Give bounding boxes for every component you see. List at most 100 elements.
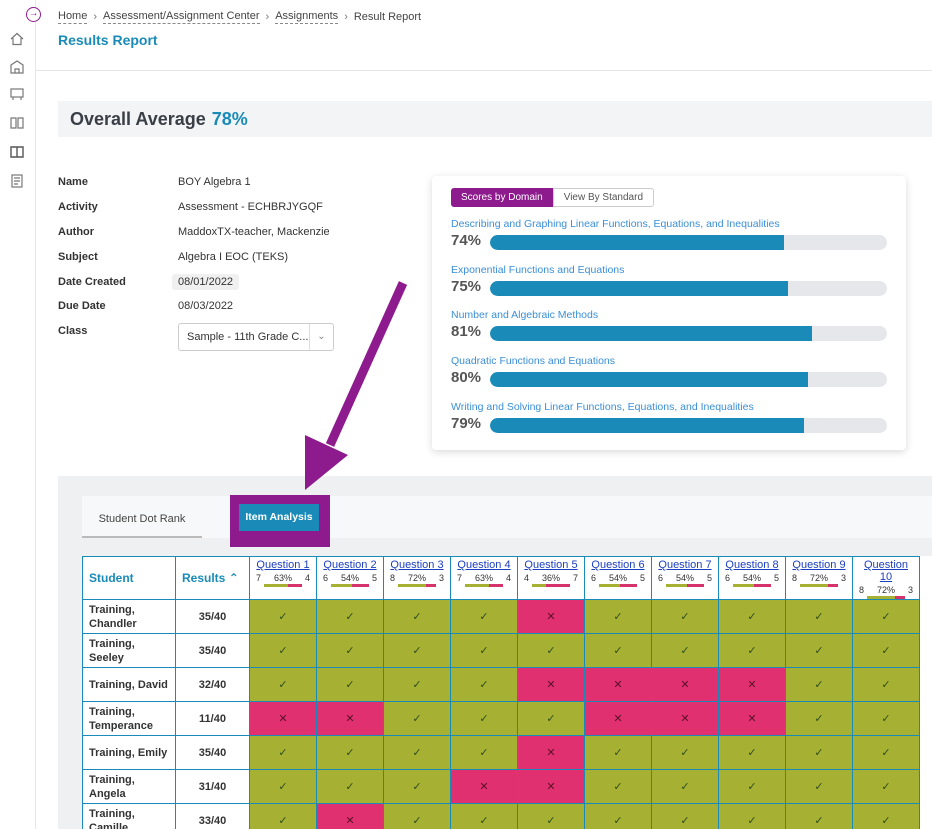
correct-cell[interactable]: ✓	[316, 667, 384, 702]
correct-cell[interactable]: ✓	[517, 701, 585, 736]
correct-cell[interactable]: ✓	[383, 701, 451, 736]
incorrect-cell[interactable]: ✕	[651, 667, 719, 702]
correct-cell[interactable]: ✓	[383, 769, 451, 804]
incorrect-cell[interactable]: ✕	[517, 599, 585, 634]
student-column-header[interactable]: Student	[82, 556, 176, 600]
correct-cell[interactable]: ✓	[316, 599, 384, 634]
correct-cell[interactable]: ✓	[852, 701, 920, 736]
correct-cell[interactable]: ✓	[785, 599, 853, 634]
correct-cell[interactable]: ✓	[517, 633, 585, 668]
question-column-header[interactable]: Question 2 6 54% 5	[316, 556, 384, 600]
correct-cell[interactable]: ✓	[852, 667, 920, 702]
domain-name[interactable]: Describing and Graphing Linear Functions…	[451, 218, 780, 230]
incorrect-cell[interactable]: ✕	[651, 701, 719, 736]
correct-cell[interactable]: ✓	[450, 599, 518, 634]
correct-cell[interactable]: ✓	[316, 769, 384, 804]
incorrect-cell[interactable]: ✕	[584, 667, 652, 702]
student-name[interactable]: Training, Emily	[82, 735, 176, 770]
question-column-header[interactable]: Question 5 4 36% 7	[517, 556, 585, 600]
question-link[interactable]: Question 8	[725, 559, 779, 571]
incorrect-cell[interactable]: ✕	[718, 667, 786, 702]
correct-cell[interactable]: ✓	[249, 667, 317, 702]
domain-name[interactable]: Number and Algebraic Methods	[451, 309, 599, 321]
correct-cell[interactable]: ✓	[249, 735, 317, 770]
correct-cell[interactable]: ✓	[852, 803, 920, 829]
correct-cell[interactable]: ✓	[249, 769, 317, 804]
student-name[interactable]: Training, Chandler	[82, 599, 176, 634]
view-by-standard-button[interactable]: View By Standard	[552, 188, 655, 207]
question-column-header[interactable]: Question 6 6 54% 5	[584, 556, 652, 600]
home-icon[interactable]	[9, 31, 25, 47]
correct-cell[interactable]: ✓	[584, 803, 652, 829]
incorrect-cell[interactable]: ✕	[718, 701, 786, 736]
question-column-header[interactable]: Question 3 8 72% 3	[383, 556, 451, 600]
classroom-icon[interactable]	[9, 86, 25, 102]
correct-cell[interactable]: ✓	[450, 633, 518, 668]
correct-cell[interactable]: ✓	[249, 803, 317, 829]
incorrect-cell[interactable]: ✕	[316, 701, 384, 736]
results-column-header[interactable]: Results ⌃	[175, 556, 250, 600]
question-link[interactable]: Question 3	[390, 559, 444, 571]
correct-cell[interactable]: ✓	[718, 599, 786, 634]
correct-cell[interactable]: ✓	[718, 769, 786, 804]
question-link[interactable]: Question 7	[658, 559, 712, 571]
question-column-header[interactable]: Question 1 7 63% 4	[249, 556, 317, 600]
correct-cell[interactable]: ✓	[718, 633, 786, 668]
incorrect-cell[interactable]: ✕	[316, 803, 384, 829]
question-column-header[interactable]: Question 10 8 72% 3	[852, 556, 920, 600]
correct-cell[interactable]: ✓	[651, 769, 719, 804]
correct-cell[interactable]: ✓	[383, 735, 451, 770]
domain-name[interactable]: Quadratic Functions and Equations	[451, 355, 616, 367]
correct-cell[interactable]: ✓	[383, 667, 451, 702]
incorrect-cell[interactable]: ✕	[517, 667, 585, 702]
student-name[interactable]: Training, Angela	[82, 769, 176, 804]
question-link[interactable]: Question 5	[524, 559, 578, 571]
domain-name[interactable]: Exponential Functions and Equations	[451, 264, 625, 276]
question-link[interactable]: Question 10	[863, 559, 909, 583]
correct-cell[interactable]: ✓	[249, 599, 317, 634]
chevron-down-icon[interactable]: ⌄	[309, 324, 333, 350]
question-column-header[interactable]: Question 8 6 54% 5	[718, 556, 786, 600]
breadcrumb-assessment-center[interactable]: Assessment/Assignment Center	[103, 10, 260, 24]
correct-cell[interactable]: ✓	[316, 633, 384, 668]
question-link[interactable]: Question 1	[256, 559, 310, 571]
correct-cell[interactable]: ✓	[651, 599, 719, 634]
correct-cell[interactable]: ✓	[517, 803, 585, 829]
incorrect-cell[interactable]: ✕	[584, 701, 652, 736]
question-column-header[interactable]: Question 9 8 72% 3	[785, 556, 853, 600]
reader-icon[interactable]	[9, 144, 25, 160]
student-name[interactable]: Training, Camille	[82, 803, 176, 829]
correct-cell[interactable]: ✓	[785, 769, 853, 804]
correct-cell[interactable]: ✓	[852, 735, 920, 770]
correct-cell[interactable]: ✓	[383, 633, 451, 668]
correct-cell[interactable]: ✓	[584, 769, 652, 804]
incorrect-cell[interactable]: ✕	[249, 701, 317, 736]
class-select[interactable]: Sample - 11th Grade C... ⌄	[178, 323, 334, 351]
question-column-header[interactable]: Question 4 7 63% 4	[450, 556, 518, 600]
student-name[interactable]: Training, Temperance	[82, 701, 176, 736]
expand-sidebar-icon[interactable]: →	[26, 7, 41, 22]
book-open-icon[interactable]	[9, 115, 25, 131]
correct-cell[interactable]: ✓	[584, 599, 652, 634]
student-name[interactable]: Training, David	[82, 667, 176, 702]
correct-cell[interactable]: ✓	[785, 633, 853, 668]
correct-cell[interactable]: ✓	[450, 667, 518, 702]
incorrect-cell[interactable]: ✕	[517, 769, 585, 804]
correct-cell[interactable]: ✓	[450, 701, 518, 736]
correct-cell[interactable]: ✓	[584, 735, 652, 770]
correct-cell[interactable]: ✓	[651, 803, 719, 829]
tab-item-analysis[interactable]: Item Analysis	[239, 504, 319, 531]
correct-cell[interactable]: ✓	[718, 803, 786, 829]
scores-by-domain-button[interactable]: Scores by Domain	[451, 188, 553, 207]
breadcrumb-home[interactable]: Home	[58, 10, 88, 24]
correct-cell[interactable]: ✓	[785, 735, 853, 770]
question-link[interactable]: Question 9	[792, 559, 846, 571]
correct-cell[interactable]: ✓	[249, 633, 317, 668]
correct-cell[interactable]: ✓	[584, 633, 652, 668]
correct-cell[interactable]: ✓	[651, 735, 719, 770]
correct-cell[interactable]: ✓	[785, 803, 853, 829]
correct-cell[interactable]: ✓	[383, 599, 451, 634]
correct-cell[interactable]: ✓	[785, 667, 853, 702]
correct-cell[interactable]: ✓	[316, 735, 384, 770]
question-link[interactable]: Question 6	[591, 559, 645, 571]
